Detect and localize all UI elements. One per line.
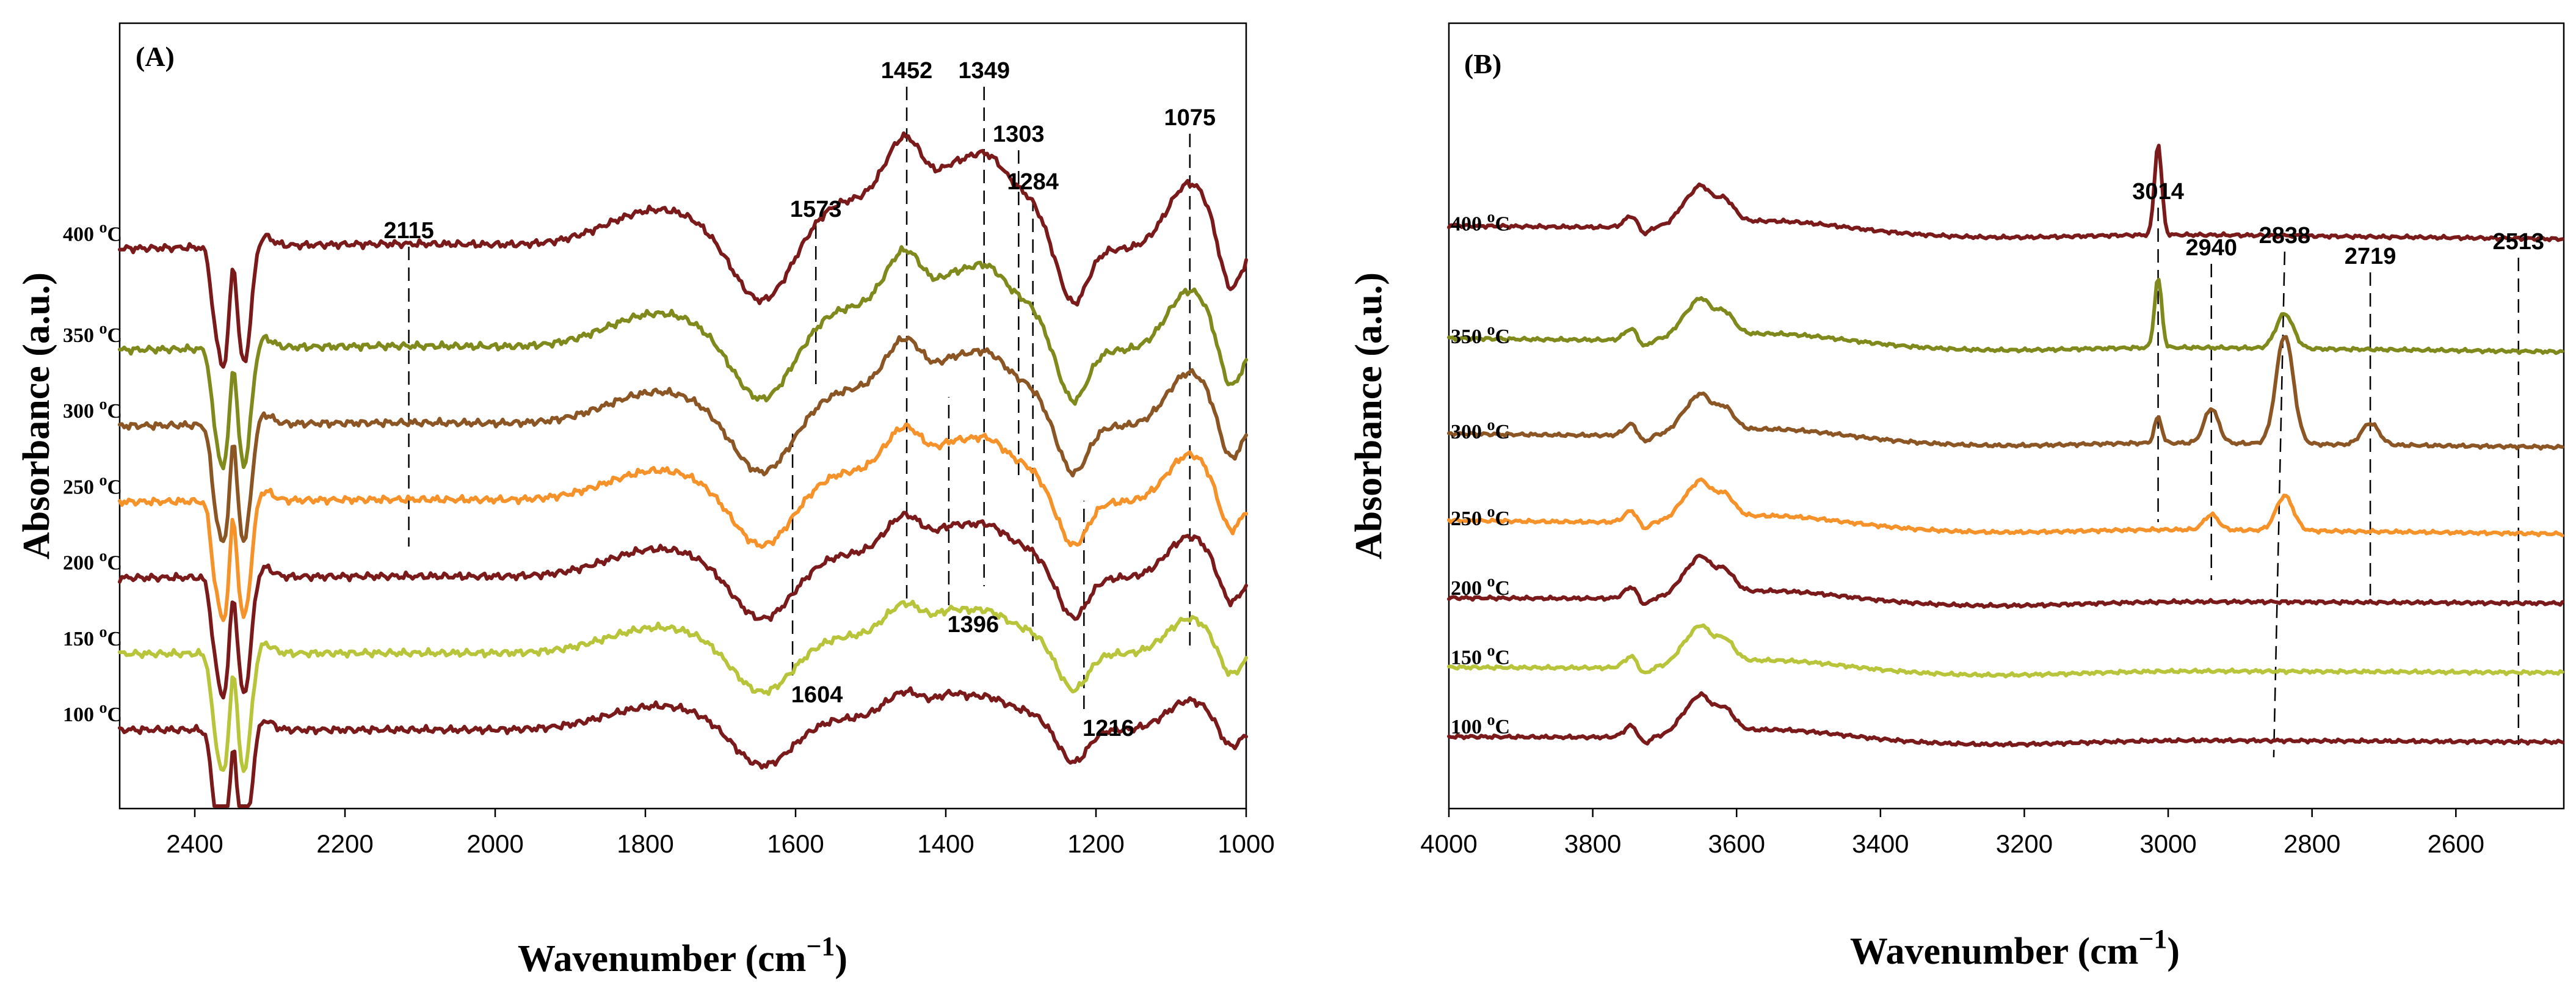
series-label-100: 100 oC: [63, 699, 122, 726]
series-line-250: [118, 422, 1248, 622]
peak-label-1075: 1075: [1164, 105, 1216, 131]
series-label-200: 200 oC: [63, 547, 122, 575]
series-line-350: [118, 245, 1248, 471]
series-line-400: [1447, 144, 2564, 242]
panel-a-frame: [118, 22, 1247, 810]
panel-b-label: (B): [1464, 48, 1501, 79]
x-tick-label: 2400: [166, 829, 223, 858]
x-tick-label: 2000: [466, 829, 523, 858]
x-tick-label: 3000: [2139, 829, 2196, 858]
panel-b-temperature-labels: 100 oC 150 oC 200 oC 250 oC 300 oC 350 oC 400 …: [1451, 208, 1510, 738]
series-label-100: 100 oC: [1451, 711, 1510, 738]
series-line-150: [1447, 623, 2564, 678]
x-tick-label: 3800: [1564, 829, 1621, 858]
peak-label-2838: 2838: [2259, 223, 2311, 249]
peak-label-1303: 1303: [993, 122, 1045, 147]
panel-b-xlabel: Wavenumber (cm−1): [1850, 924, 2180, 972]
panel-a-x-axis: 2400 2200 2000 1800 1600 1400 1200 1000: [166, 809, 1275, 858]
series-line-300: [118, 335, 1248, 544]
panel-a-series: [118, 131, 1248, 808]
series-label-400: 400 oC: [63, 218, 122, 246]
panel-b: (B) 4000 3800 3600 3400 3200 3000 2800 2600 100…: [1348, 22, 2565, 972]
panel-b-peak-labels: 3014 2940 2838 2719 2513: [2132, 179, 2544, 269]
series-label-250: 250 oC: [63, 471, 122, 498]
x-tick-label: 4000: [1420, 829, 1477, 858]
panel-a-ylabel: Absorbance (a.u.): [16, 272, 57, 559]
x-tick-label: 2800: [2284, 829, 2340, 858]
panel-a-xlabel: Wavenumber (cm−1): [518, 931, 847, 980]
panel-b-frame: [1448, 22, 2565, 810]
series-label-300: 300 oC: [1451, 416, 1510, 443]
x-tick-label: 1000: [1217, 829, 1274, 858]
panel-a-label: (A): [136, 41, 175, 72]
x-tick-label: 3600: [1708, 829, 1765, 858]
series-line-400: [118, 131, 1248, 369]
peak-label-1452: 1452: [881, 58, 933, 84]
peak-label-2719: 2719: [2345, 244, 2396, 269]
peak-label-1604: 1604: [791, 682, 843, 708]
series-line-200: [1447, 553, 2564, 609]
series-line-350: [1447, 277, 2564, 355]
series-label-150: 150 oC: [1451, 641, 1510, 669]
series-line-100: [1447, 691, 2564, 748]
peak-label-2115: 2115: [383, 218, 434, 244]
series-label-350: 350 oC: [63, 319, 122, 347]
series-line-100: [118, 686, 1248, 808]
peak-label-1216: 1216: [1083, 716, 1134, 741]
x-tick-label: 3200: [1996, 829, 2053, 858]
x-tick-label: 1600: [767, 829, 824, 858]
peak-label-1396: 1396: [948, 612, 1000, 638]
series-line-250: [1447, 477, 2564, 537]
series-label-200: 200 oC: [1451, 572, 1510, 600]
peak-label-1284: 1284: [1007, 169, 1059, 195]
series-label-300: 300 oC: [63, 395, 122, 423]
series-line-150: [118, 600, 1248, 773]
series-label-250: 250 oC: [1451, 503, 1510, 530]
peak-label-2513: 2513: [2493, 229, 2545, 255]
x-tick-label: 1800: [617, 829, 673, 858]
panel-b-ylabel: Absorbance (a.u.): [1348, 272, 1390, 559]
peak-label-1573: 1573: [790, 197, 842, 222]
x-tick-label: 2200: [316, 829, 373, 858]
series-label-400: 400 oC: [1451, 208, 1510, 235]
panel-b-peak-guides: [2157, 208, 2520, 758]
panel-a-temperature-labels: 100 oC 150 oC 200 oC 250 oC 300 oC 350 oC 400 …: [63, 218, 122, 726]
series-line-200: [118, 511, 1248, 700]
panel-a: (A) 2400 2200 2000 1800 1600 1400 1200 1000 100…: [16, 22, 1275, 980]
x-tick-label: 1400: [917, 829, 974, 858]
series-label-150: 150 oC: [63, 623, 122, 650]
peak-label-1349: 1349: [958, 58, 1010, 84]
series-line-300: [1447, 335, 2564, 451]
peak-label-3014: 3014: [2132, 179, 2184, 205]
panel-a-peak-labels: 2115 1604 1573 1452 1396 1349 1303 1284 1216 1075: [383, 58, 1216, 741]
x-tick-label: 1200: [1067, 829, 1124, 858]
series-label-350: 350 oC: [1451, 321, 1510, 348]
x-tick-label: 3400: [1852, 829, 1909, 858]
x-tick-label: 2600: [2428, 829, 2484, 858]
panel-b-x-axis: 4000 3800 3600 3400 3200 3000 2800 2600: [1420, 809, 2484, 858]
panel-b-series: [1447, 144, 2564, 748]
peak-label-2940: 2940: [2185, 235, 2237, 261]
